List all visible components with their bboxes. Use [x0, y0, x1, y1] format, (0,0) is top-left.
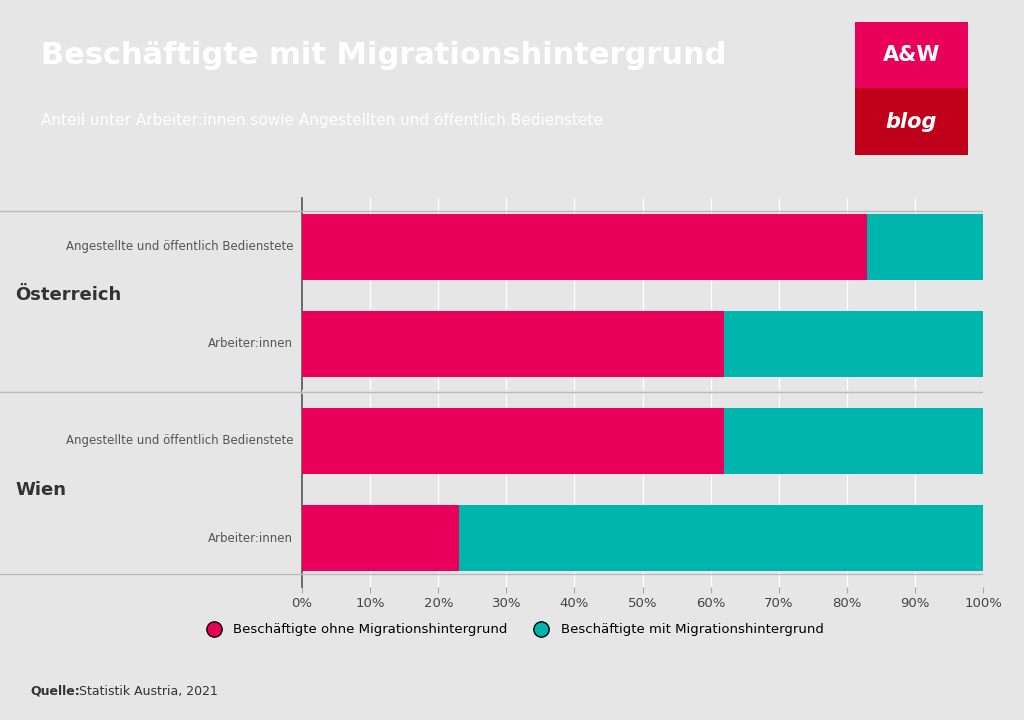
- Text: Angestellte und öffentlich Bedienstete: Angestellte und öffentlich Bedienstete: [66, 434, 293, 448]
- FancyBboxPatch shape: [855, 22, 968, 89]
- FancyBboxPatch shape: [855, 89, 968, 155]
- Bar: [724, 311, 983, 377]
- Bar: [724, 408, 983, 474]
- Text: Wien: Wien: [15, 481, 67, 498]
- Text: Arbeiter:innen: Arbeiter:innen: [208, 337, 293, 351]
- Text: blog: blog: [886, 112, 937, 132]
- Bar: [459, 505, 983, 571]
- Bar: [302, 214, 867, 279]
- Text: A&W: A&W: [883, 45, 940, 65]
- Bar: [302, 505, 459, 571]
- Text: Arbeiter:innen: Arbeiter:innen: [208, 531, 293, 545]
- Text: Angestellte und öffentlich Bedienstete: Angestellte und öffentlich Bedienstete: [66, 240, 293, 253]
- Bar: [302, 408, 724, 474]
- Text: Quelle:: Quelle:: [31, 685, 81, 698]
- Text: Österreich: Österreich: [15, 286, 122, 304]
- Bar: [867, 214, 983, 279]
- Text: Statistik Austria, 2021: Statistik Austria, 2021: [80, 685, 218, 698]
- Bar: [302, 311, 724, 377]
- Text: Anteil unter Arbeiter:innen sowie Angestellten und öffentlich Bedienstete: Anteil unter Arbeiter:innen sowie Angest…: [41, 112, 603, 127]
- Polygon shape: [717, 99, 1024, 166]
- Text: Beschäftigte mit Migrationshintergrund: Beschäftigte mit Migrationshintergrund: [41, 41, 726, 71]
- Legend: Beschäftigte ohne Migrationshintergrund, Beschäftigte mit Migrationshintergrund: Beschäftigte ohne Migrationshintergrund,…: [196, 618, 828, 642]
